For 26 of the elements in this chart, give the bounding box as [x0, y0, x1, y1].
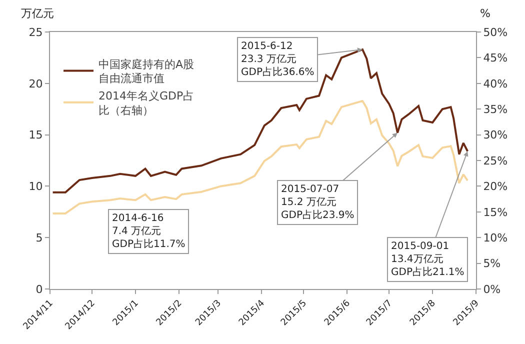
y2-tick-label: 25%	[483, 154, 508, 168]
legend-label: 中国家庭持有的A股自由流通市值	[98, 58, 194, 86]
y2-tick-label: 40%	[483, 77, 508, 90]
y2-tick-label: 45%	[483, 52, 508, 65]
annotation: 2015-09-01 13.4万亿元 GDP占比21.1%	[391, 241, 464, 278]
annotation: 2015-07-07 15.2 万亿元 GDP占比23.9%	[281, 184, 354, 221]
y2-tick-label: 35%	[483, 102, 508, 116]
y-tick-label: 10	[28, 180, 43, 194]
annotation: 2014-6-16 7.4 万亿元 GDP占比11.7%	[112, 213, 186, 250]
legend-label: 2014年名义GDP占比（右轴）	[98, 90, 194, 117]
y-tick-label: 20	[28, 77, 43, 90]
y2-tick-label: 20%	[483, 180, 508, 194]
y2-tick-label: 10%	[483, 231, 508, 244]
y2-tick-label: 15%	[483, 206, 508, 219]
y2-tick-label: 30%	[483, 128, 508, 142]
y-axis-title: 万亿元	[21, 7, 54, 20]
y-tick-label: 15	[28, 128, 43, 142]
y2-tick-label: 50%	[483, 26, 508, 39]
y2-tick-label: 0%	[483, 282, 501, 296]
y-tick-label: 0	[36, 282, 43, 296]
y2-tick-label: 5%	[483, 257, 501, 270]
line-series	[52, 48, 469, 194]
y2-axis-title: %	[480, 7, 490, 20]
annotation: 2015-6-12 23.3 万亿元 GDP占比36.6%	[241, 41, 314, 78]
y-tick-label: 25	[28, 26, 43, 39]
y-tick-label: 5	[36, 231, 43, 244]
